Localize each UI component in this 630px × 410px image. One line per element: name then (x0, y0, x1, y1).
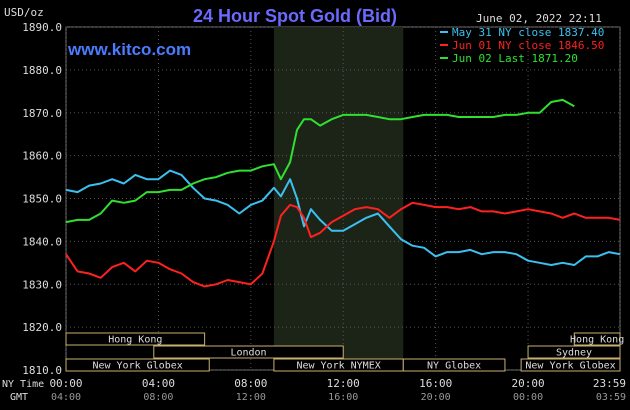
x-tick-ny: 16:00 (419, 377, 452, 390)
market-bar-box (65, 332, 206, 346)
market-bar-box (402, 358, 506, 372)
y-tick-label: 1880.0 (22, 64, 62, 77)
x-tick-gmt: 03:59 (596, 392, 626, 403)
x-axis: 00:00 04:00 08:00 12:00 16:00 20:00 23:59 04:00… (49, 377, 626, 403)
market-bar-label: New York Globex (525, 361, 615, 372)
market-bar-label: Sydney (556, 348, 592, 359)
chart-title: 24 Hour Spot Gold (Bid) (193, 6, 397, 26)
market-bar-box (573, 332, 621, 346)
market-bar-label: New York NYMEX (296, 361, 380, 372)
website-link[interactable]: www.kitco.com (67, 40, 191, 59)
gmt-label: GMT (10, 392, 28, 403)
x-tick-ny: 12:00 (327, 377, 360, 390)
y-axis: 1890.0 1880.0 1870.0 1860.0 1850.0 1840.0 1830… (22, 21, 62, 377)
series-lines (65, 98, 621, 288)
y-tick-label: 1830.0 (22, 278, 62, 291)
market-bar-box (65, 358, 210, 372)
x-tick-gmt: 20:00 (421, 392, 451, 403)
market-bar-label: London (230, 348, 266, 359)
market-bar: NY Globex (402, 358, 506, 372)
y-tick-label: 1890.0 (22, 21, 62, 34)
market-bar: Hong Kong (570, 332, 624, 346)
x-tick-ny: 00:00 (49, 377, 82, 390)
x-tick-ny: 20:00 (511, 377, 544, 390)
series-line-may-31 (65, 169, 621, 266)
market-session-bars: Hong Kong Hong Kong London Sydney New York G… (65, 332, 624, 372)
market-bar: Hong Kong (65, 332, 206, 346)
x-tick-ny: 08:00 (234, 377, 267, 390)
market-bar-label: New York Globex (92, 361, 182, 372)
y-tick-label: 1860.0 (22, 150, 62, 163)
legend-entry: Jun 02 Last 1871.20 (452, 52, 578, 65)
market-bar: New York Globex (65, 358, 210, 372)
y-tick-label: 1840.0 (22, 235, 62, 248)
y-axis-unit: USD/oz (4, 6, 44, 19)
market-bar-label: Hong Kong (570, 335, 624, 346)
series-line-jun-01 (65, 201, 621, 288)
x-tick-ny: 23:59 (593, 377, 626, 390)
x-tick-gmt: 16:00 (328, 392, 358, 403)
y-tick-label: 1820.0 (22, 321, 62, 334)
x-tick-gmt: 04:00 (51, 392, 81, 403)
market-bar-box (520, 358, 621, 372)
legend-entry: Jun 01 NY close 1846.50 (452, 39, 604, 52)
market-bar: New York NYMEX (273, 358, 404, 372)
market-bar-label: NY Globex (427, 361, 481, 372)
y-tick-label: 1850.0 (22, 193, 62, 206)
x-tick-ny: 04:00 (142, 377, 175, 390)
y-tick-label: 1870.0 (22, 107, 62, 120)
x-tick-gmt: 08:00 (143, 392, 173, 403)
y-tick-label: 1810.0 (22, 364, 62, 377)
series-line-jun-02 (65, 98, 575, 224)
market-bar: New York Globex (520, 358, 621, 372)
grid-lines (65, 26, 621, 371)
timestamp: June 02, 2022 22:11 (476, 12, 602, 25)
ny-time-label: NY Time (2, 379, 44, 390)
x-tick-gmt: 12:00 (236, 392, 266, 403)
x-tick-gmt: 00:00 (513, 392, 543, 403)
legend-entry: May 31 NY close 1837.40 (452, 26, 604, 39)
market-bar: Sydney (527, 345, 621, 359)
market-bar: London (153, 345, 344, 359)
market-bar-box (153, 345, 344, 359)
market-bar-box (527, 345, 621, 359)
market-bar-label: Hong Kong (108, 335, 162, 346)
